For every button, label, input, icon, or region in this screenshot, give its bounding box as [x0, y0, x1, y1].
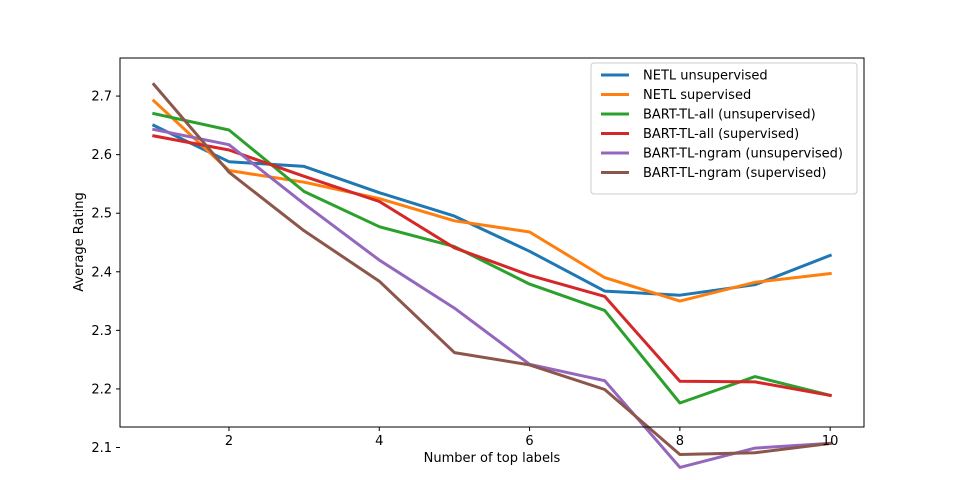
- legend: NETL unsupervised NETL supervised BART-TL-…: [590, 62, 858, 195]
- y-axis-label: Average Rating: [72, 192, 87, 291]
- legend-label: NETL unsupervised: [643, 69, 768, 84]
- y-tick-label: 2.5: [91, 207, 112, 222]
- y-tick-label: 2.1: [91, 441, 112, 456]
- x-tick-label: 6: [525, 434, 533, 449]
- legend-frame: [590, 62, 858, 195]
- x-tick-label: 8: [676, 434, 684, 449]
- series-lines: [151, 82, 833, 469]
- y-tick-label: 2.6: [91, 148, 112, 163]
- legend-label: BART-TL-all (supervised): [643, 127, 799, 142]
- legend-label: BART-TL-ngram (unsupervised): [643, 147, 843, 162]
- plot-frame: [119, 57, 865, 428]
- y-tick-label: 2.7: [91, 90, 112, 105]
- x-tick-label: 2: [225, 434, 233, 449]
- axes: 2 4 6 8 10 2.1 2.2 2.3 2.4 2.5 2.6 2.7: [91, 57, 865, 456]
- series-line-4: [152, 134, 832, 398]
- y-tick-label: 2.2: [91, 382, 112, 397]
- x-tick-label: 10: [822, 434, 839, 449]
- y-tick-label: 2.4: [91, 265, 112, 280]
- legend-label: BART-TL-all (unsupervised): [643, 108, 816, 123]
- legend-label: BART-TL-ngram (supervised): [643, 166, 826, 181]
- series-line-3: [152, 111, 833, 405]
- y-tick-label: 2.3: [91, 324, 112, 339]
- series-line-2: [151, 98, 832, 303]
- legend-label: NETL supervised: [643, 88, 751, 103]
- series-line-5: [152, 127, 832, 469]
- series-line-6: [151, 82, 832, 456]
- x-axis-label: Number of top labels: [424, 451, 561, 466]
- x-tick-label: 4: [375, 434, 383, 449]
